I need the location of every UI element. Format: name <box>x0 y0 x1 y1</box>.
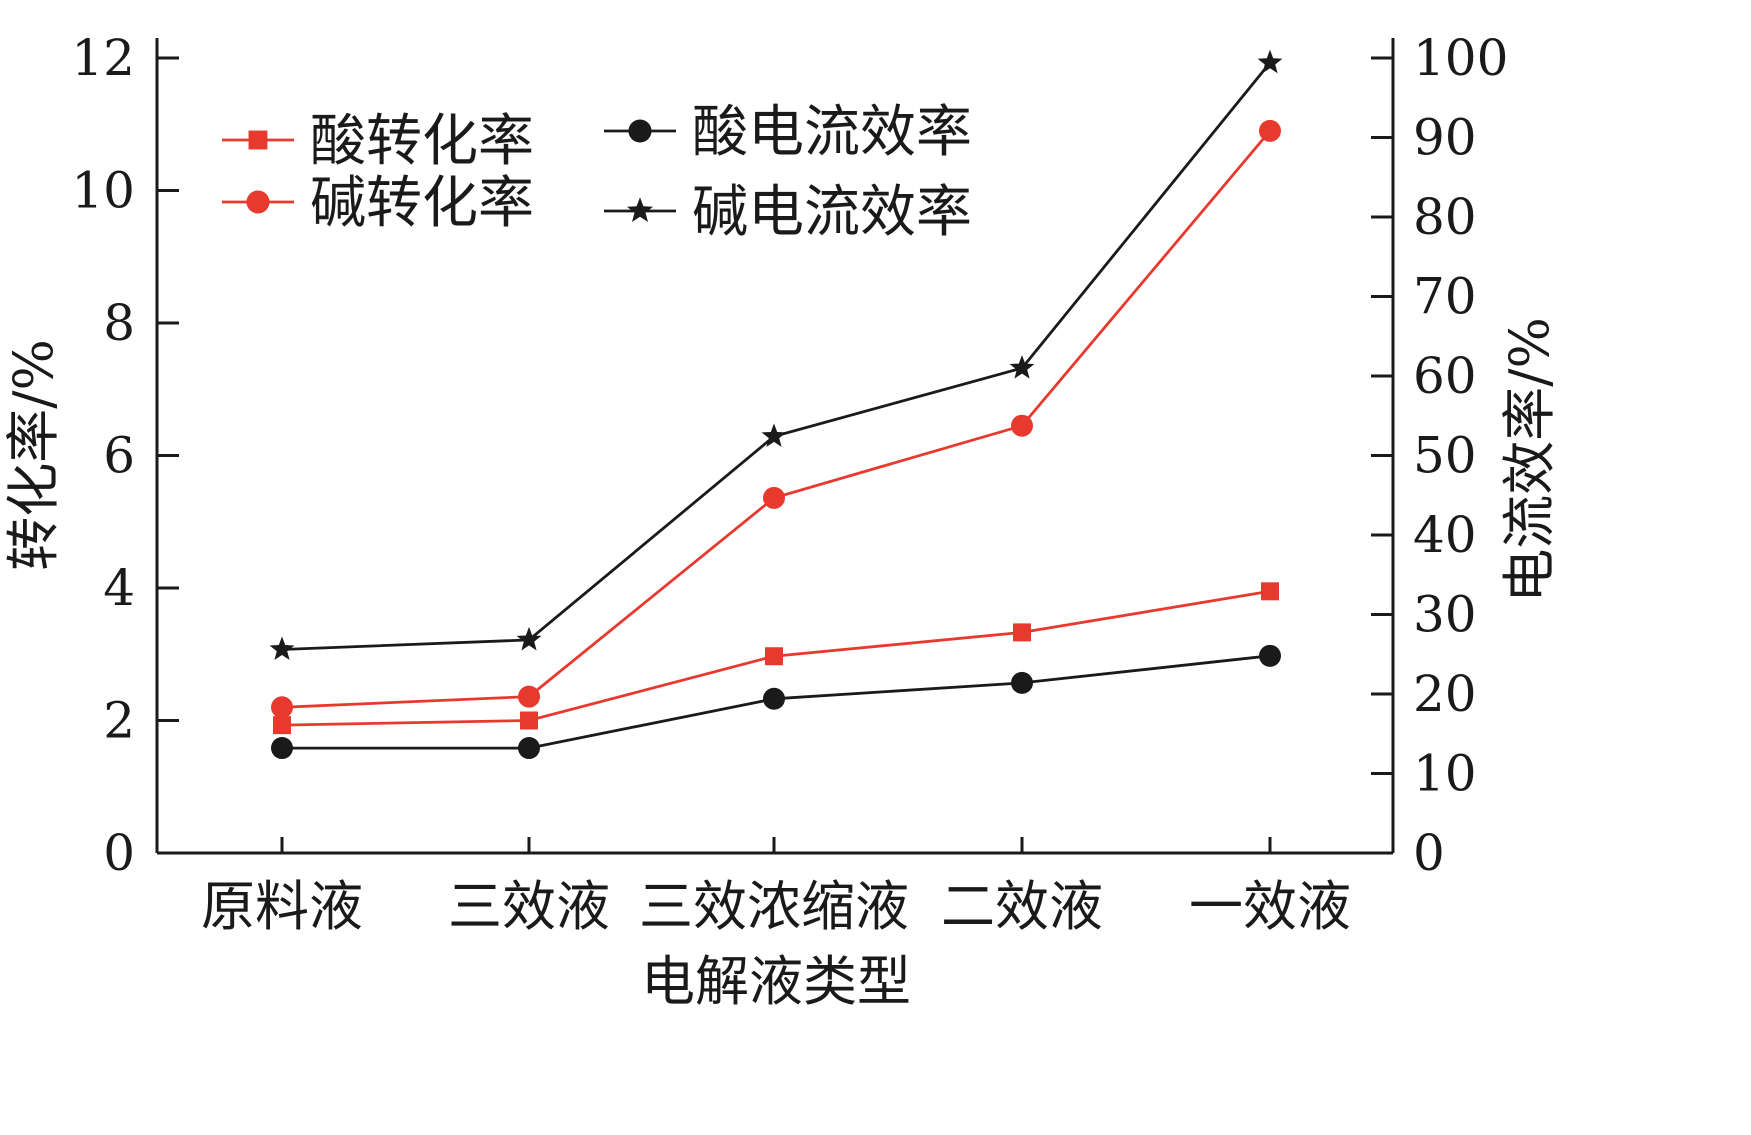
right-tick-label: 10 <box>1413 745 1477 803</box>
right-tick-label: 20 <box>1413 665 1477 723</box>
legend-label: 酸电流效率 <box>692 100 972 165</box>
series-1-point <box>1261 582 1279 601</box>
series-3-point <box>763 687 785 710</box>
legend-marker <box>248 130 268 150</box>
left-tick-label: 10 <box>71 162 135 220</box>
series-4-point <box>269 636 295 660</box>
x-category-label: 二效液 <box>941 875 1103 938</box>
x-category-label: 一效液 <box>1189 875 1351 938</box>
right-tick-label: 40 <box>1413 506 1477 564</box>
left-tick-label: 6 <box>103 427 135 485</box>
series-3-point <box>271 737 293 760</box>
series-2-point <box>271 696 293 719</box>
series-1-point <box>1013 623 1031 642</box>
series-2-point <box>518 685 540 708</box>
axes-layer: 0 2 4 6 8 10 12 0 10 20 30 40 50 60 70 80 90 100 原料液 三效液 三效浓… <box>2 29 1561 1013</box>
legend-label: 碱转化率 <box>310 171 534 236</box>
x-category-label: 三效液 <box>448 875 610 938</box>
right-tick-label: 0 <box>1413 824 1445 882</box>
legend-marker <box>627 197 653 222</box>
legend-label: 酸转化率 <box>310 109 534 174</box>
right-tick-label: 90 <box>1413 109 1477 167</box>
series-2-point <box>1259 119 1281 142</box>
left-tick-label: 2 <box>103 692 135 750</box>
series-4-point <box>761 423 787 447</box>
left-tick-label: 4 <box>103 559 135 617</box>
right-tick-label: 50 <box>1413 427 1477 485</box>
right-tick-label: 30 <box>1413 586 1477 644</box>
series-4-point <box>1257 49 1283 74</box>
x-category-label: 三效浓缩液 <box>639 875 909 938</box>
series-1-point <box>520 711 538 730</box>
right-tick-label: 80 <box>1413 188 1477 246</box>
series-1-point <box>273 716 291 735</box>
left-tick-label: 8 <box>103 294 135 352</box>
series-3-point <box>518 737 540 760</box>
series-2-point <box>763 486 785 509</box>
x-axis-title: 电解液类型 <box>641 950 911 1013</box>
left-tick-label: 0 <box>103 824 135 882</box>
right-tick-label: 100 <box>1413 29 1508 87</box>
series-4-point <box>1009 355 1035 379</box>
x-category-label: 原料液 <box>201 875 363 938</box>
left-tick-label: 12 <box>71 29 135 87</box>
series-3-point <box>1011 671 1033 694</box>
left-axis-title: 转化率/% <box>2 339 65 571</box>
series-2-point <box>1011 414 1033 437</box>
legend-marker <box>246 190 270 214</box>
series-1-point <box>765 647 783 666</box>
series-layer <box>269 49 1283 760</box>
series-4-point <box>516 626 542 651</box>
legend-label: 碱电流效率 <box>692 180 972 245</box>
legend-marker <box>628 119 652 143</box>
right-tick-label: 60 <box>1413 347 1477 405</box>
right-tick-label: 70 <box>1413 268 1477 326</box>
right-axis-title: 电流效率/% <box>1498 317 1561 603</box>
series-3-point <box>1259 644 1281 667</box>
